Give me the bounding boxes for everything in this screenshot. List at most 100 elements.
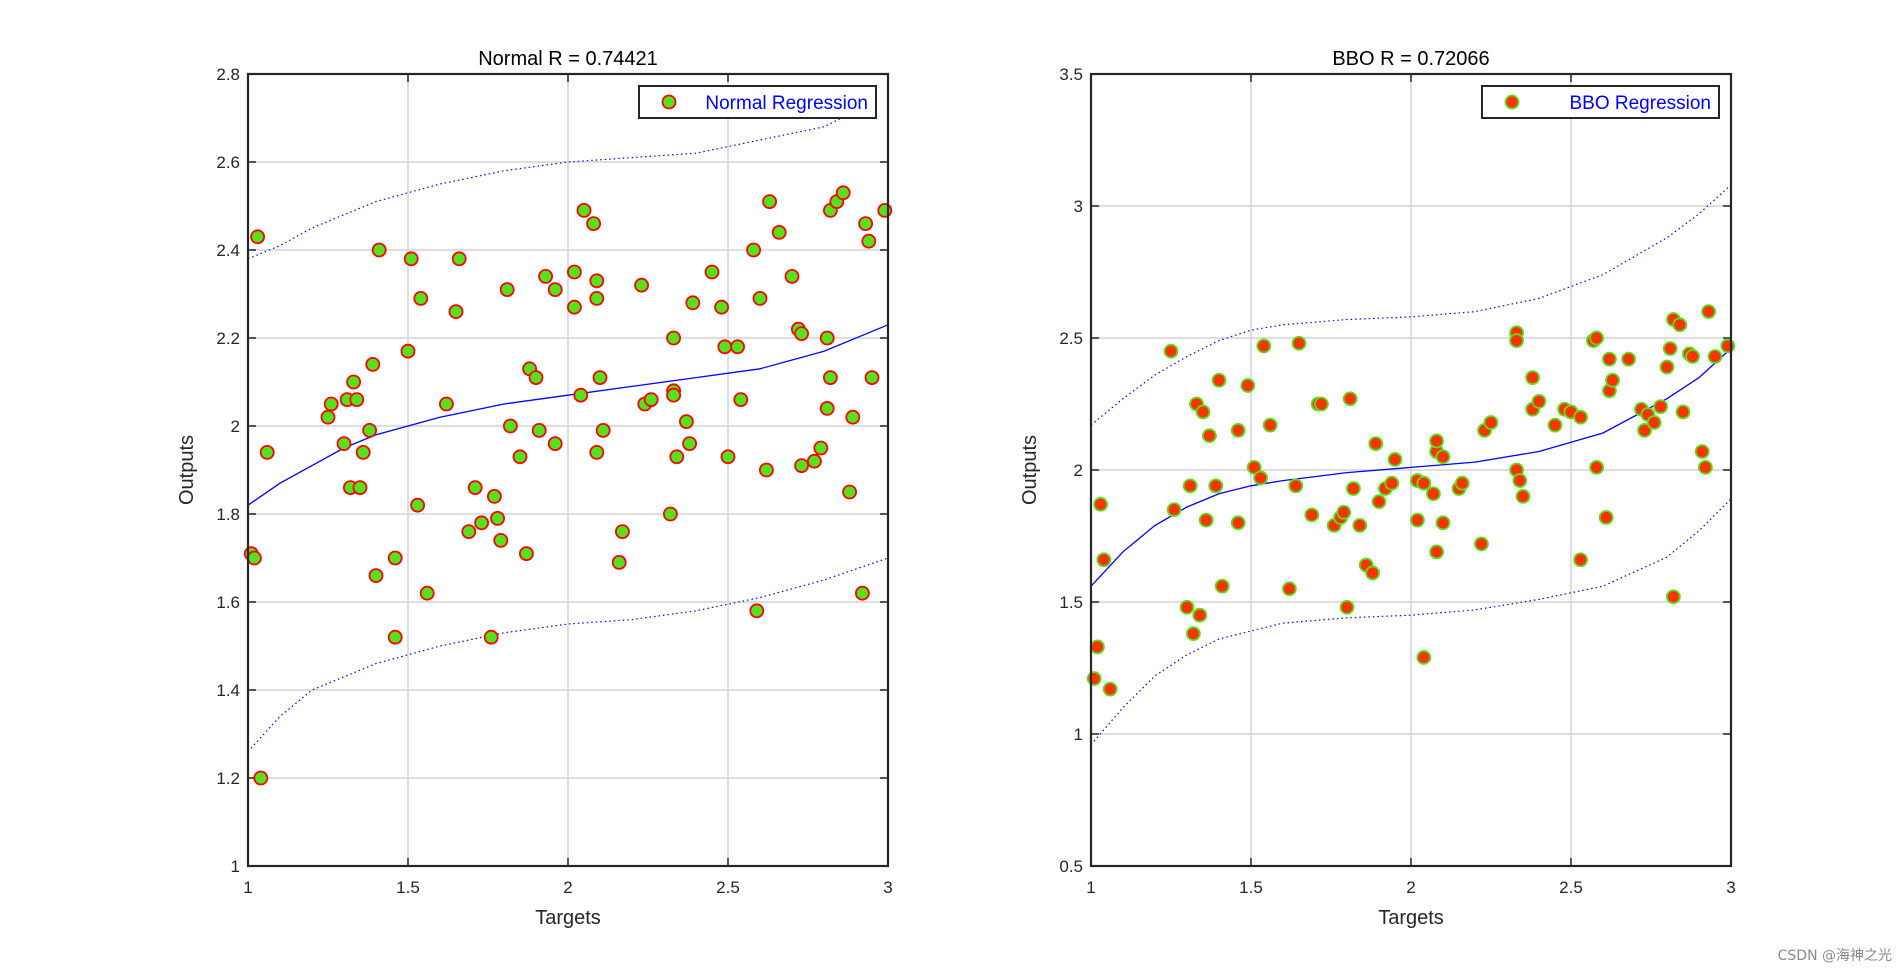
bbo-data-point <box>1637 422 1652 438</box>
normal-data-point <box>746 242 761 258</box>
normal-legend-marker <box>661 94 677 110</box>
normal-data-point <box>467 480 483 496</box>
normal-ytick-label: 1.8 <box>216 505 240 524</box>
normal-data-point <box>512 449 528 465</box>
normal-data-point <box>400 343 416 359</box>
normal-legend-label: Normal Regression <box>705 93 868 114</box>
normal-data-point <box>720 449 736 465</box>
bbo-data-point <box>1666 589 1681 605</box>
bbo-data-point <box>1621 351 1636 367</box>
normal-data-point <box>589 444 605 460</box>
normal-data-point <box>519 546 534 561</box>
normal-ytick-label: 1.4 <box>216 681 240 700</box>
normal-data-point <box>855 585 870 601</box>
bbo-data-point <box>1253 470 1268 486</box>
normal-data-point <box>771 224 787 240</box>
normal-data-point <box>346 374 362 390</box>
bbo-lower-bound-line <box>1090 498 1732 745</box>
normal-data-point <box>669 449 685 465</box>
bbo-data-point <box>1694 444 1710 459</box>
bbo-data-point <box>1410 512 1425 528</box>
normal-axes-box <box>246 72 890 868</box>
bbo-upper-bound-line <box>1090 184 1732 426</box>
normal-regression-plot: 1 1.5 2 2.5 3 1 1.2 1.4 1.6 1.8 2 2.2 2.4 2.6 2.8 Norma… <box>176 48 893 929</box>
bbo-data-point <box>1339 599 1355 615</box>
bbo-data-point <box>1371 494 1387 510</box>
normal-data-point <box>448 304 464 320</box>
normal-data-point <box>567 299 582 315</box>
normal-data-point <box>365 356 381 372</box>
bbo-data-point <box>1602 351 1617 367</box>
bbo-data-point <box>1230 422 1246 438</box>
normal-ytick-label: 2.6 <box>216 153 240 172</box>
bbo-data-point <box>1512 473 1528 488</box>
normal-data-point <box>461 524 477 539</box>
bbo-data-point <box>1515 488 1531 504</box>
normal-fit-line <box>247 324 889 506</box>
bbo-data-point <box>1707 349 1723 364</box>
bbo-data-point <box>1198 512 1214 528</box>
normal-data-point <box>528 370 544 386</box>
bbo-legend-label: BBO Regression <box>1569 93 1711 114</box>
bbo-data-point <box>1720 338 1736 354</box>
bbo-data-point <box>1646 415 1662 430</box>
normal-data-point <box>371 242 387 258</box>
normal-data-point <box>794 458 809 474</box>
bbo-chart-title: BBO R = 0.72066 <box>1332 48 1489 70</box>
watermark-text: CSDN @海神之光 <box>1777 948 1892 964</box>
normal-data-point <box>685 295 701 311</box>
normal-xtick-label: 2.5 <box>716 878 740 897</box>
normal-chart-title: Normal R = 0.74421 <box>478 48 658 70</box>
normal-data-point <box>246 550 262 566</box>
bbo-data-point <box>1416 650 1432 665</box>
bbo-data-point <box>1598 510 1614 525</box>
bbo-data-point <box>1336 504 1352 520</box>
bbo-data-point <box>1426 486 1441 502</box>
normal-data-point <box>819 400 835 416</box>
normal-data-point <box>592 370 608 386</box>
normal-data-point <box>714 299 729 315</box>
normal-data-point <box>368 568 384 583</box>
normal-data-point <box>320 409 336 425</box>
normal-data-point <box>486 488 502 504</box>
normal-data-point <box>483 629 499 645</box>
normal-data-point <box>643 392 659 408</box>
normal-data-point <box>438 396 454 412</box>
bbo-data-point <box>1531 393 1547 409</box>
normal-data-point <box>717 339 733 355</box>
bbo-data-point <box>1659 359 1675 375</box>
bbo-ytick-label: 3 <box>1074 197 1083 216</box>
normal-data-point <box>615 524 630 539</box>
bbo-data-point <box>1291 335 1307 351</box>
bbo-data-point <box>1186 626 1201 642</box>
bbo-data-point <box>1435 515 1451 531</box>
bbo-data-point <box>1163 343 1179 359</box>
normal-ytick-label: 2.8 <box>216 65 240 84</box>
normal-data-point <box>666 387 681 403</box>
normal-data-point <box>490 511 506 526</box>
normal-data-point <box>355 444 371 460</box>
bbo-data-point <box>1346 481 1361 496</box>
normal-data-point <box>362 422 378 438</box>
bbo-data-point <box>1653 399 1668 415</box>
normal-xtick-label: 1.5 <box>396 878 420 897</box>
normal-data-point <box>704 264 720 280</box>
normal-data-point <box>858 216 873 232</box>
bbo-data-point <box>1701 304 1716 320</box>
normal-data-point <box>567 264 582 280</box>
normal-data-point <box>502 418 518 434</box>
normal-data-point <box>679 414 694 430</box>
bbo-data-point <box>1208 478 1224 494</box>
normal-data-point <box>730 339 745 355</box>
bbo-legend-marker <box>1504 94 1520 110</box>
normal-data-point <box>419 585 435 601</box>
normal-data-point <box>819 330 835 346</box>
normal-data-point <box>387 550 403 566</box>
normal-data-point <box>493 533 509 548</box>
bbo-data-point <box>1240 378 1256 393</box>
normal-data-point <box>259 444 275 460</box>
bbo-axes-box <box>1089 72 1733 868</box>
bbo-data-point <box>1483 415 1499 430</box>
bbo-x-axis-label: Targets <box>1378 907 1444 929</box>
